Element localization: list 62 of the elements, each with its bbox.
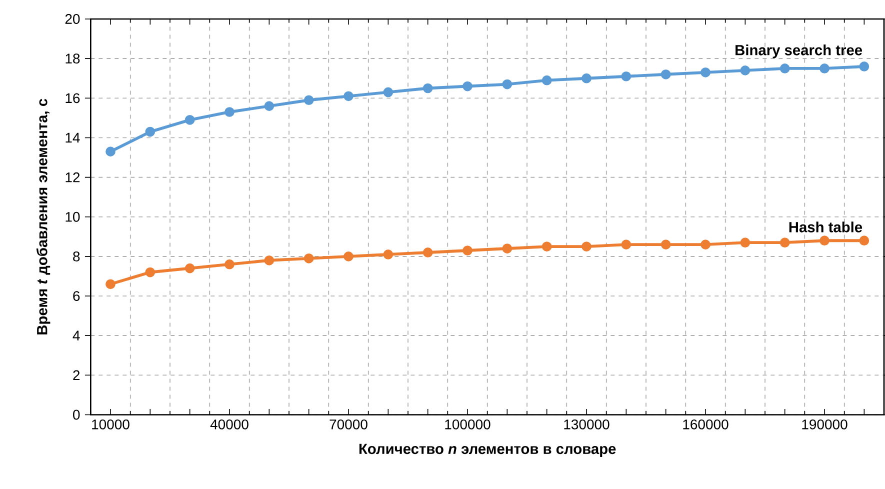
point (780, 64, 790, 74)
point (106, 279, 116, 290)
y-tick-label: 12 (66, 172, 80, 182)
point (621, 71, 632, 82)
y-tick-label: 16 (66, 93, 80, 104)
point (582, 242, 592, 252)
series-label: Binary search tree (736, 44, 862, 58)
point (184, 114, 195, 125)
y-axis-title: Время t добавления элемента, с (36, 98, 50, 334)
point (502, 79, 512, 90)
point (740, 238, 750, 248)
point (224, 259, 234, 270)
point (462, 81, 472, 92)
y-tick-label: 18 (66, 54, 80, 64)
point (224, 107, 234, 117)
point (422, 83, 433, 94)
point (700, 67, 710, 78)
y-tick-label: 14 (66, 132, 80, 143)
point (304, 95, 314, 106)
point (383, 250, 394, 260)
point (145, 267, 156, 278)
x-tick-label: 130000 (564, 419, 610, 430)
point (621, 240, 632, 250)
x-tick-label: 40000 (210, 419, 248, 430)
point (264, 255, 274, 266)
y-tick-label: 2 (73, 370, 80, 380)
point (502, 244, 512, 254)
point (344, 252, 354, 262)
y-tick-label: 0 (73, 410, 80, 420)
point (660, 240, 671, 250)
point (106, 146, 116, 157)
y-tick-label: 20 (65, 14, 80, 24)
point (542, 75, 552, 86)
point (780, 238, 790, 248)
x-tick-label: 100000 (445, 419, 490, 430)
point (542, 242, 552, 252)
point (859, 62, 870, 72)
point (145, 126, 156, 137)
x-axis-title: Количество n элементов в словаре (359, 444, 616, 457)
point (582, 73, 592, 84)
point (820, 236, 830, 246)
point (740, 66, 750, 76)
point (264, 101, 274, 111)
point (344, 91, 354, 102)
point (184, 263, 195, 274)
x-tick-label: 70000 (330, 419, 368, 430)
y-tick-label: 10 (66, 212, 80, 222)
point (304, 253, 314, 264)
y-tick-label: 8 (73, 251, 80, 262)
point (660, 69, 671, 80)
point (462, 246, 472, 256)
point (422, 248, 433, 258)
series-label: Hash table (789, 222, 862, 232)
point (700, 240, 710, 250)
point (859, 236, 870, 246)
x-tick-label: 160000 (683, 419, 728, 430)
y-tick-label: 4 (72, 330, 80, 340)
x-tick-label: 10000 (92, 419, 130, 430)
point (820, 64, 830, 74)
y-tick-label: 6 (73, 291, 80, 301)
x-tick-label: 190000 (802, 419, 848, 430)
point (383, 87, 394, 98)
